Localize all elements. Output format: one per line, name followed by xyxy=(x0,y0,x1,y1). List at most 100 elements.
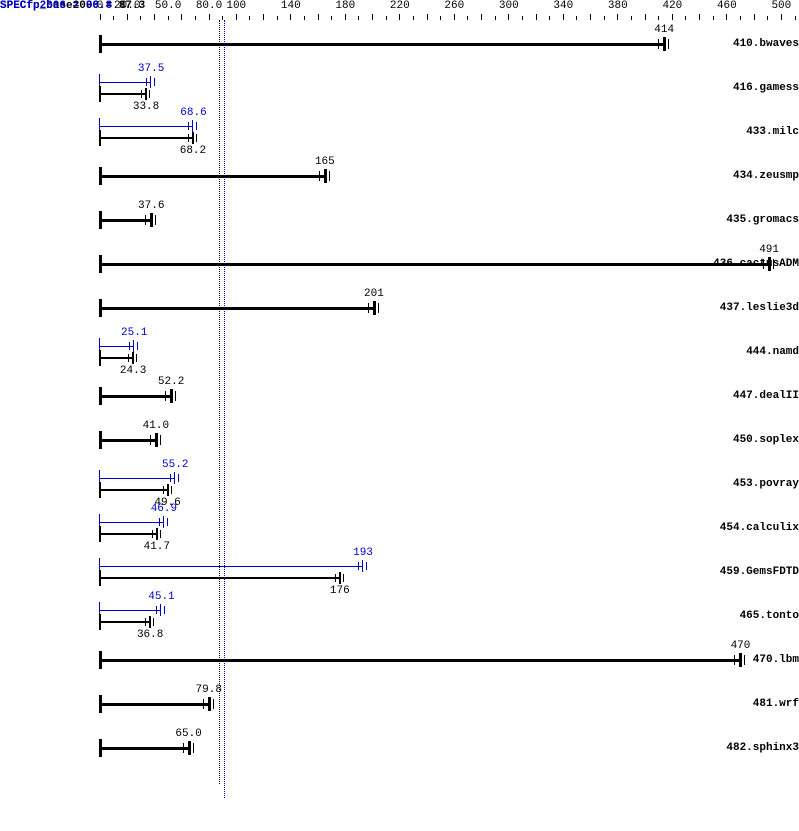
error-tick xyxy=(744,655,745,665)
base-value: 491 xyxy=(759,244,779,256)
error-tick xyxy=(773,259,774,269)
axis-tick xyxy=(318,14,319,20)
base-bar xyxy=(100,307,374,310)
benchmark-row: 465.tonto45.136.8 xyxy=(0,594,799,638)
bar-start-cap xyxy=(99,695,102,713)
axis-tick xyxy=(672,14,673,20)
bar-zone: 37.6 xyxy=(100,198,795,242)
bar-zone: 25.124.3 xyxy=(100,330,795,374)
bar-end-cap xyxy=(149,616,151,628)
base-bar xyxy=(100,747,189,750)
axis-tick xyxy=(536,14,537,20)
axis-label: 180 xyxy=(335,0,355,12)
peak-bar xyxy=(100,126,193,127)
base-bar xyxy=(100,659,740,662)
axis-tick xyxy=(413,16,414,20)
axis-label: 80.0 xyxy=(196,0,222,12)
bar-start-cap xyxy=(99,299,102,317)
base-bar xyxy=(100,621,150,623)
axis-tick xyxy=(467,16,468,20)
base-bar xyxy=(100,137,193,139)
error-tick xyxy=(160,530,161,538)
bar-end-cap xyxy=(188,741,191,755)
error-tick xyxy=(213,699,214,709)
base-value: 37.6 xyxy=(138,200,164,212)
axis-label: 300 xyxy=(499,0,519,12)
bar-zone: 414 xyxy=(100,22,795,66)
axis-tick xyxy=(754,14,755,20)
axis-tick xyxy=(767,16,768,20)
axis-tick xyxy=(386,16,387,20)
error-tick xyxy=(358,562,359,570)
axis-tick xyxy=(372,14,373,20)
axis-tick xyxy=(740,16,741,20)
axis-tick xyxy=(658,16,659,20)
base-value: 79.8 xyxy=(196,684,222,696)
bar-end-cap xyxy=(339,572,341,584)
bar-end-cap xyxy=(768,257,771,271)
bar-end-cap xyxy=(150,76,151,88)
axis-tick xyxy=(781,14,782,20)
axis-tick xyxy=(195,16,196,20)
error-tick xyxy=(763,259,764,269)
bar-end-cap xyxy=(324,169,327,183)
bar-start-cap xyxy=(99,86,101,102)
bar-end-cap xyxy=(362,560,363,572)
axis-label: 380 xyxy=(608,0,628,12)
benchmark-row: 435.gromacs37.6 xyxy=(0,198,799,242)
bar-end-cap xyxy=(739,653,742,667)
peak-value: 25.1 xyxy=(121,327,147,339)
axis-label: 420 xyxy=(662,0,682,12)
axis-tick xyxy=(358,16,359,20)
bar-start-cap xyxy=(99,255,102,273)
peak-value: 193 xyxy=(353,547,373,559)
peak-bar xyxy=(100,82,151,83)
error-tick xyxy=(154,78,155,86)
error-tick xyxy=(152,530,153,538)
benchmark-row: 459.GemsFDTD193176 xyxy=(0,550,799,594)
axis-tick xyxy=(209,14,210,20)
bar-start-cap xyxy=(99,431,102,449)
bar-end-cap xyxy=(192,132,194,144)
axis-tick xyxy=(590,14,591,20)
error-tick xyxy=(329,171,330,181)
benchmark-row: 444.namd25.124.3 xyxy=(0,330,799,374)
bar-start-cap xyxy=(99,350,101,366)
benchmark-row: 482.sphinx365.0 xyxy=(0,726,799,770)
bar-end-cap xyxy=(208,697,211,711)
axis-label: 100 xyxy=(226,0,246,12)
bar-start-cap xyxy=(99,35,102,53)
axis-tick xyxy=(495,16,496,20)
bar-zone: 491 xyxy=(100,242,795,286)
axis-label: 220 xyxy=(390,0,410,12)
benchmark-row: 436.cactusADM491 xyxy=(0,242,799,286)
error-tick xyxy=(153,618,154,626)
error-tick xyxy=(165,391,166,401)
error-tick xyxy=(335,574,336,582)
bar-end-cap xyxy=(133,340,134,352)
error-tick xyxy=(378,303,379,313)
axis-tick xyxy=(631,16,632,20)
axis-tick xyxy=(454,14,455,20)
bar-zone: 55.249.6 xyxy=(100,462,795,506)
bar-start-cap xyxy=(99,387,102,405)
axis-tick xyxy=(236,14,237,20)
axis-tick xyxy=(277,16,278,20)
peak-value: 55.2 xyxy=(162,459,188,471)
bar-end-cap xyxy=(132,352,134,364)
axis-label: 340 xyxy=(553,0,573,12)
summary-peak: SPECfp2006 = 90.8 xyxy=(0,0,112,12)
axis-tick xyxy=(113,16,114,20)
error-tick xyxy=(167,518,168,526)
axis-tick xyxy=(726,14,727,20)
base-value: 165 xyxy=(315,156,335,168)
axis-label: 260 xyxy=(444,0,464,12)
bar-start-cap xyxy=(99,130,101,146)
peak-bar xyxy=(100,610,161,611)
error-tick xyxy=(129,342,130,350)
axis-tick xyxy=(399,14,400,20)
bar-zone: 45.136.8 xyxy=(100,594,795,638)
benchmark-row: 470.lbm470 xyxy=(0,638,799,682)
benchmark-row: 434.zeusmp165 xyxy=(0,154,799,198)
base-bar xyxy=(100,395,171,398)
